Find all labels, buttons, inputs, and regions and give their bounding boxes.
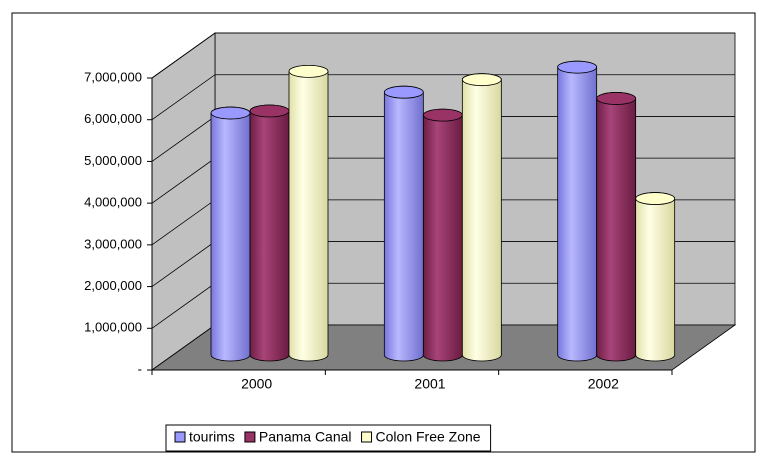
bar-top <box>557 60 598 74</box>
legend-box <box>165 424 492 452</box>
legend-swatch <box>174 431 186 443</box>
legend-swatch <box>361 431 373 443</box>
y-tick-label: 5,000,000 <box>84 153 142 168</box>
legend-swatch <box>244 431 256 443</box>
bar <box>635 192 676 362</box>
x-tick-label: 2002 <box>588 376 619 392</box>
x-tick-label: 2001 <box>414 376 445 392</box>
bar-top <box>461 73 502 87</box>
side-wall <box>151 32 216 371</box>
bar <box>288 64 329 362</box>
y-tick-label: 6,000,000 <box>84 111 142 126</box>
x-tick-label: 2000 <box>241 376 272 392</box>
bar <box>210 106 251 362</box>
y-tick-label: 2,000,000 <box>84 278 142 293</box>
bar-top <box>383 85 424 99</box>
legend-label: Panama Canal <box>259 429 352 445</box>
bar <box>249 104 290 362</box>
legend: tourims Panama Canal Colon Free Zone <box>165 424 492 452</box>
bar-top <box>422 108 463 122</box>
bar-top <box>210 106 251 120</box>
bar-top <box>635 192 676 205</box>
legend-label: Colon Free Zone <box>376 429 481 445</box>
bar-top <box>596 92 637 105</box>
y-tick-label: 1,000,000 <box>84 320 142 335</box>
y-tick-label: 4,000,000 <box>84 195 142 210</box>
bar <box>422 108 463 362</box>
legend-label: tourims <box>189 429 235 445</box>
y-tick-label: 3,000,000 <box>84 236 142 251</box>
y-tick-label: - <box>138 361 142 376</box>
bar <box>557 60 598 362</box>
bar-top <box>288 64 329 78</box>
bar <box>383 85 424 362</box>
grid-line <box>151 32 735 79</box>
bar <box>461 73 502 362</box>
bar-top <box>249 104 290 118</box>
bar <box>596 92 637 362</box>
y-tick-label: 7,000,000 <box>84 69 142 84</box>
